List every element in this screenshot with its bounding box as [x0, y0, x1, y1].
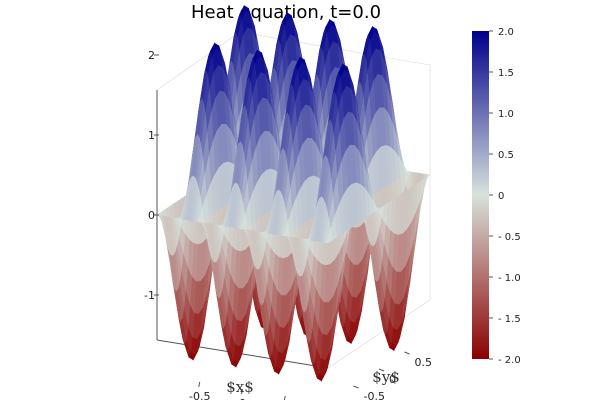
z-tick-label: 0	[148, 209, 155, 222]
colorbar-tick-label: 0	[498, 191, 504, 202]
y-tick-mark	[404, 351, 410, 355]
y-tick-label: 0.5	[415, 356, 433, 369]
colorbar-tick-label: - 2.0	[498, 355, 521, 366]
colorbar-tick-label: 1.5	[498, 68, 514, 79]
x-axis-ticks: -0.500.5	[189, 381, 286, 400]
y-axis-label: $y$	[372, 368, 400, 386]
surface-face	[325, 229, 333, 244]
surface-mesh	[156, 5, 431, 382]
z-tick-label: -1	[144, 289, 155, 302]
colorbar-ticks: 2.0 1.5 1.0 0.5 0 - 0.5 - 1.0 - 1.5 - 2.0	[489, 27, 521, 366]
x-tick-label: -0.5	[189, 390, 210, 400]
y-tick-mark	[353, 385, 359, 389]
colorbar-tick-label: 1.0	[498, 109, 514, 120]
colorbar-tick-label: 0.5	[498, 150, 514, 161]
colorbar-tick-label: - 1.0	[498, 273, 521, 284]
colorbar-tick-label: - 1.5	[498, 314, 521, 325]
colorbar-tick-label: - 0.5	[498, 232, 521, 243]
y-tick-mark	[378, 368, 385, 372]
y-tick-label: -0.5	[364, 390, 385, 400]
x-tick-mark	[241, 388, 243, 395]
colorbar-gradient	[472, 31, 489, 359]
y-axis-ticks: -0.5 0 0.5	[353, 351, 433, 400]
x-tick-label: 0	[239, 397, 246, 400]
x-tick-mark	[198, 381, 201, 388]
z-tick-label: 2	[148, 49, 155, 62]
y-tick-label: 0	[389, 373, 396, 386]
x-tick-mark	[283, 395, 286, 400]
x-axis-label: $x$	[226, 378, 254, 396]
colorbar: 2.0 1.5 1.0 0.5 0 - 0.5 - 1.0 - 1.5 - 2.0	[472, 27, 521, 366]
z-tick-label: 1	[148, 129, 155, 142]
colorbar-tick-label: 2.0	[498, 27, 514, 38]
z-axis-ticks: 2 1 0 -1	[144, 49, 159, 302]
